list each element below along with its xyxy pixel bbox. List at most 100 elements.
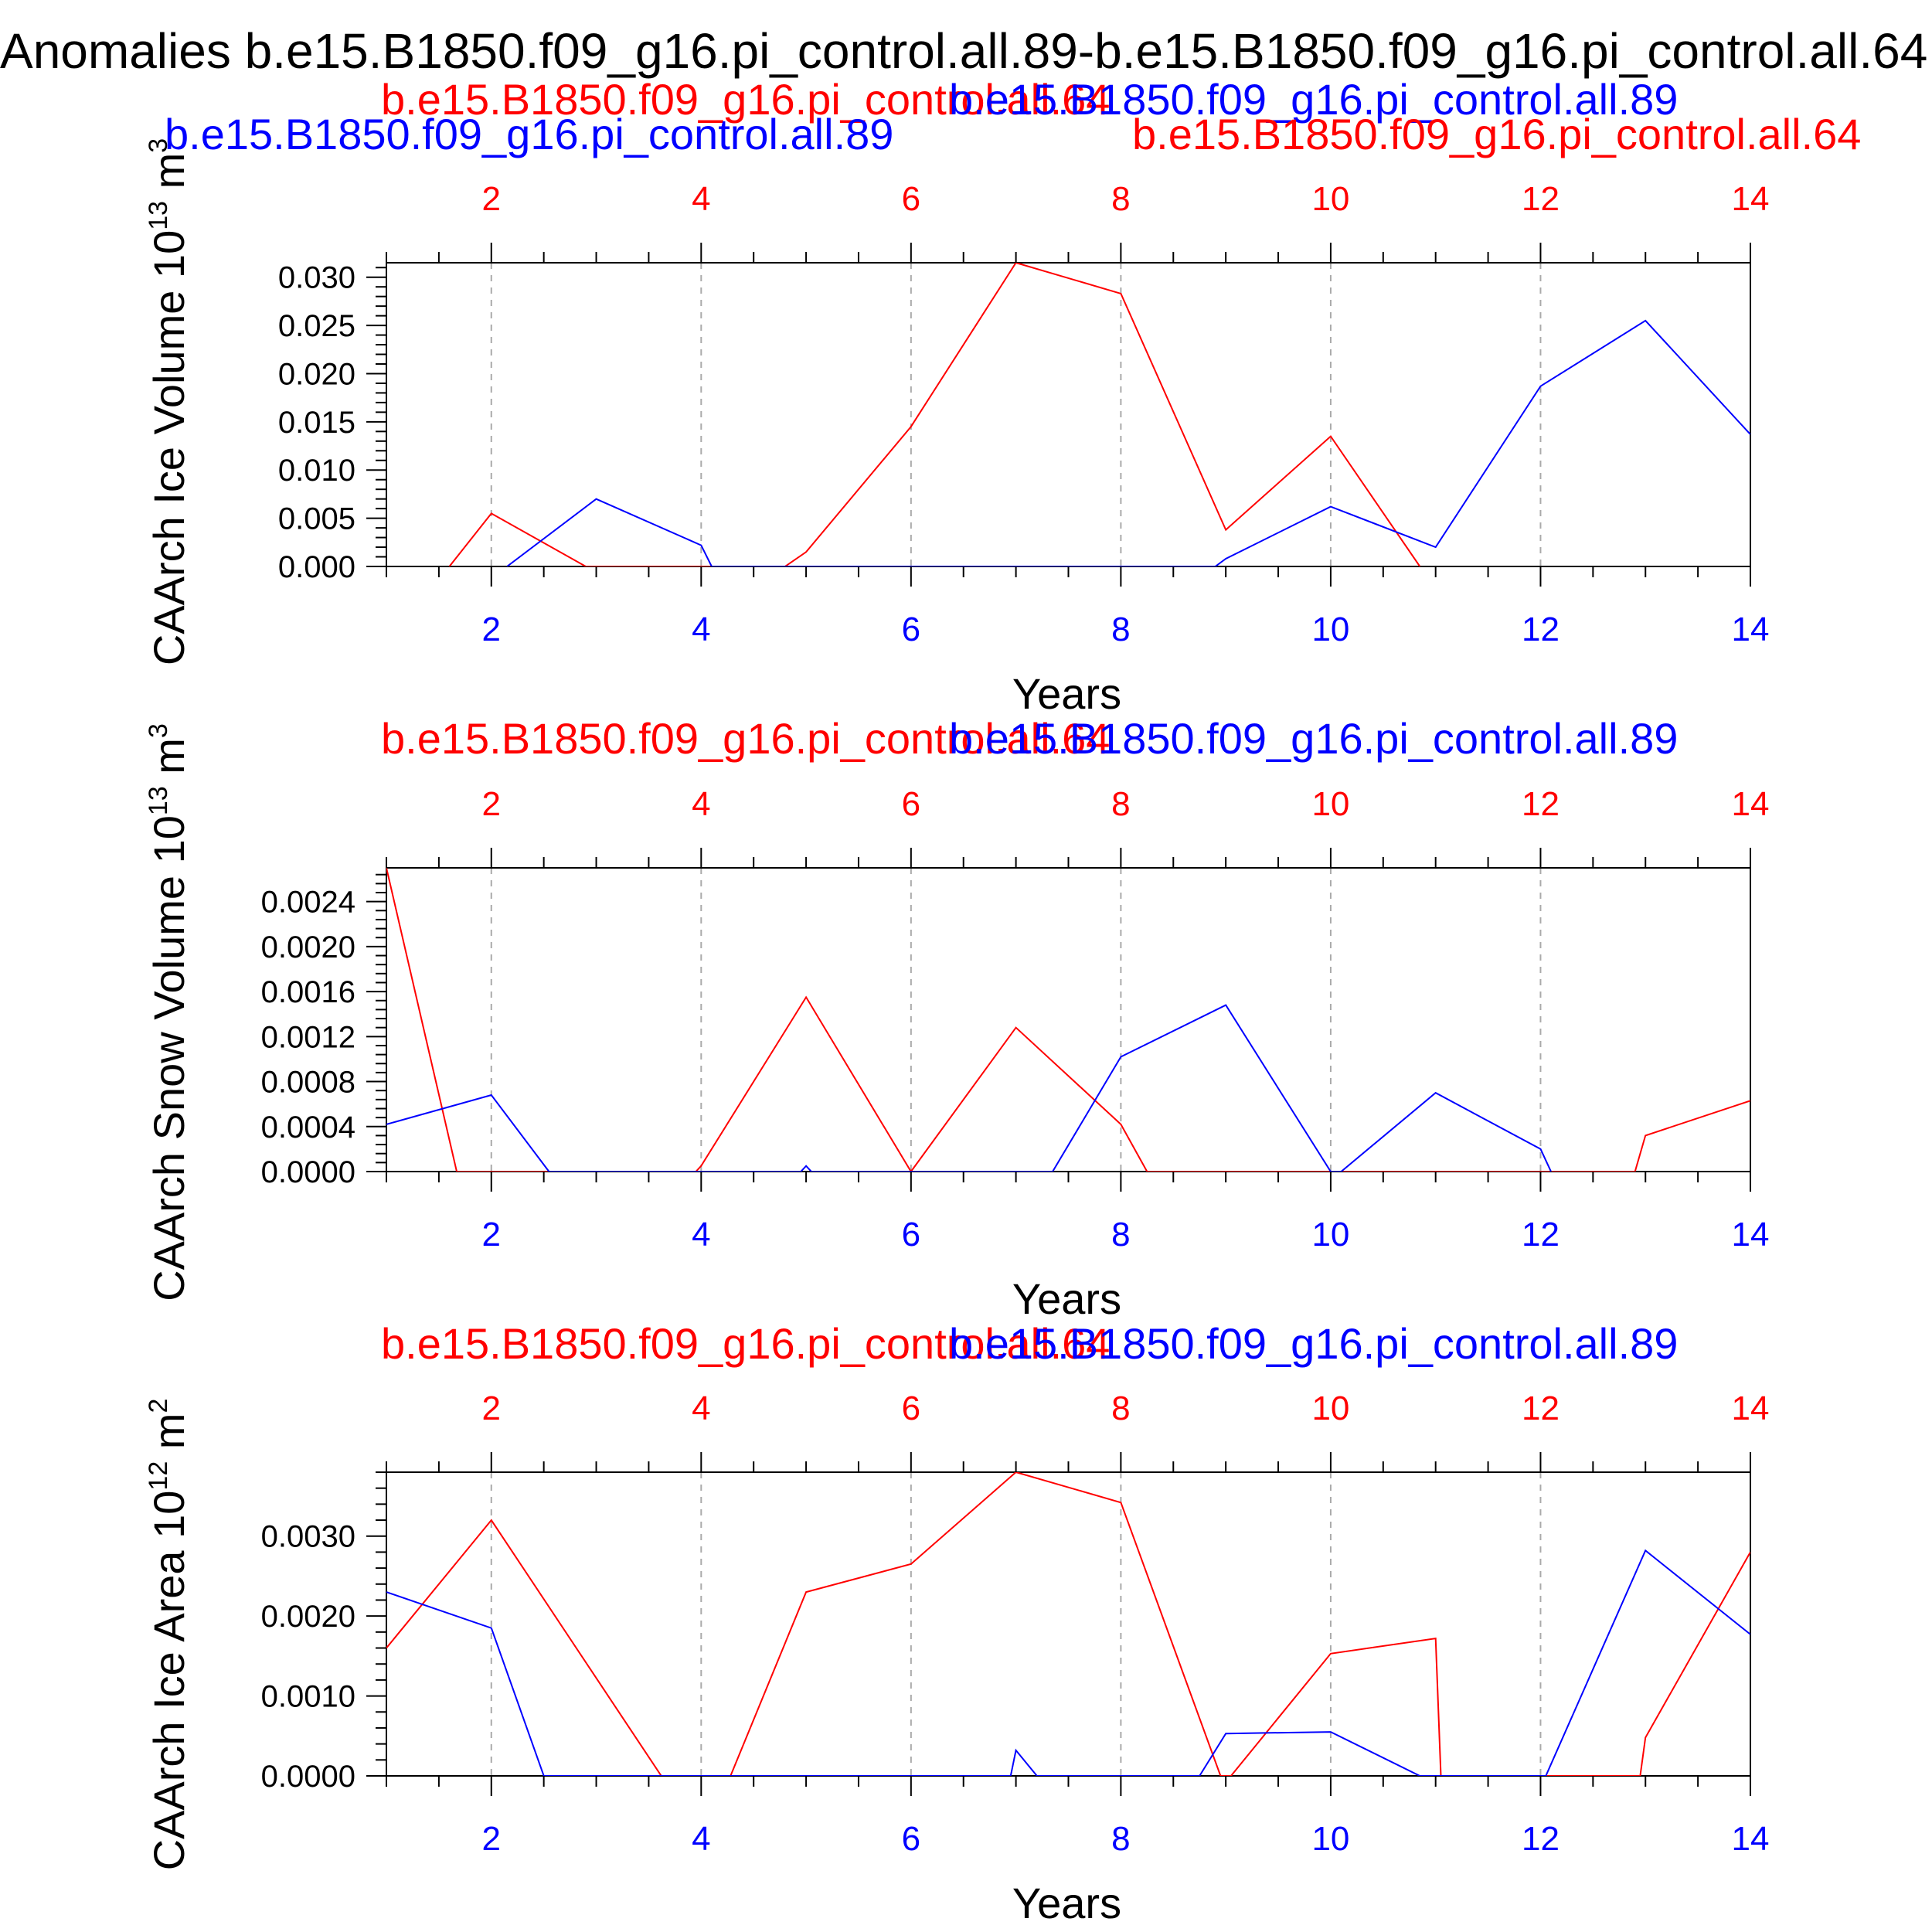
series-name-label: b.e15.B1850.f09_g16.pi_control.all.64 — [1132, 110, 1861, 158]
series-line-blue — [386, 1004, 1552, 1172]
x-tick-label-top: 12 — [1522, 1389, 1560, 1427]
panel-2: 0.0000 0.0004 0.0008 0.0012 0.0016 0.0020 0.00… — [144, 714, 1769, 1323]
series-name-label: b.e15.B1850.f09_g16.pi_control.all.89 — [949, 714, 1678, 763]
series-name-label: b.e15.B1850.f09_g16.pi_control.all.64 — [381, 1319, 1110, 1368]
panel-3: 0.0000 0.0010 0.0020 0.0030 2 2 4 4 6 6 8 8 10 10 12 12… — [144, 1319, 1769, 1927]
y-tick-label: 0.020 — [278, 357, 355, 391]
x-tick-label-bottom: 14 — [1732, 1820, 1770, 1858]
x-axis-label: Years — [1012, 669, 1121, 718]
x-tick-label-top: 6 — [902, 180, 920, 218]
x-tick-label-bottom: 4 — [692, 611, 710, 648]
x-tick-label-top: 4 — [692, 180, 710, 218]
y-tick-label: 0.0000 — [261, 1760, 355, 1794]
x-tick-label-bottom: 14 — [1732, 1216, 1770, 1253]
series-name-label: b.e15.B1850.f09_g16.pi_control.all.89 — [949, 75, 1678, 124]
x-axis-label: Years — [1012, 1274, 1121, 1323]
x-tick-label-top: 2 — [482, 1389, 501, 1427]
x-tick-label-bottom: 4 — [692, 1216, 710, 1253]
x-tick-label-bottom: 6 — [902, 611, 920, 648]
x-tick-label-bottom: 12 — [1522, 1820, 1560, 1858]
y-axis-label-part: 2 — [144, 1399, 173, 1413]
y-tick-label: 0.0016 — [261, 975, 355, 1009]
series-name-label: b.e15.B1850.f09_g16.pi_control.all.89 — [165, 110, 893, 158]
series-line-red — [448, 263, 1421, 566]
series-line-blue — [506, 319, 1750, 566]
x-tick-label-top: 10 — [1311, 180, 1349, 218]
plot-frame — [386, 262, 1751, 567]
x-tick-label-top: 12 — [1522, 785, 1560, 823]
x-tick-label-bottom: 4 — [692, 1820, 710, 1858]
x-axis-label: Years — [1012, 1879, 1121, 1927]
y-axis-label: CAArch Ice Area 1012 m2 — [144, 1399, 193, 1871]
y-tick-label: 0.0000 — [261, 1155, 355, 1189]
x-tick-label-top: 8 — [1111, 785, 1130, 823]
x-tick-label-bottom: 12 — [1522, 1216, 1560, 1253]
x-tick-label-top: 4 — [692, 785, 710, 823]
x-tick-label-top: 10 — [1311, 785, 1349, 823]
x-tick-label-bottom: 10 — [1311, 1820, 1349, 1858]
y-axis-label-part: 3 — [144, 723, 173, 738]
y-tick-label: 0.0012 — [261, 1020, 355, 1054]
x-tick-label-bottom: 2 — [482, 1216, 501, 1253]
y-tick-label: 0.015 — [278, 406, 355, 440]
x-tick-label-bottom: 12 — [1522, 611, 1560, 648]
y-tick-label: 0.0010 — [261, 1680, 355, 1714]
x-tick-label-bottom: 14 — [1732, 611, 1770, 648]
y-tick-label: 0.0020 — [261, 1600, 355, 1634]
x-tick-label-top: 2 — [482, 180, 501, 218]
series-line-red — [386, 868, 1750, 1172]
y-tick-label: 0.0008 — [261, 1066, 355, 1100]
series-line-blue — [386, 1549, 1750, 1776]
panel-1: 0.000 0.005 0.010 0.015 0.020 0.025 0.030 2 2 4 4 6… — [144, 75, 1861, 718]
x-tick-label-top: 8 — [1111, 1389, 1130, 1427]
series-name-label: b.e15.B1850.f09_g16.pi_control.all.89 — [949, 1319, 1678, 1368]
x-tick-label-bottom: 10 — [1311, 1216, 1349, 1253]
y-axis-label-part: m — [145, 153, 193, 201]
x-tick-label-bottom: 2 — [482, 1820, 501, 1858]
x-tick-label-bottom: 2 — [482, 611, 501, 648]
y-axis-label-part: 13 — [144, 786, 173, 815]
y-tick-label: 0.030 — [278, 261, 355, 295]
x-tick-label-bottom: 8 — [1111, 1820, 1130, 1858]
y-axis-label-part: CAArch Snow Volume 10 — [145, 815, 193, 1301]
x-tick-label-top: 6 — [902, 785, 920, 823]
y-axis-label-part: CAArch Ice Area 10 — [145, 1491, 193, 1871]
y-tick-label: 0.0030 — [261, 1520, 355, 1554]
y-axis-label-part: CAArch Ice Volume 10 — [145, 230, 193, 665]
y-axis-label: CAArch Snow Volume 1013 m3 — [144, 723, 193, 1301]
series-line-red — [386, 1472, 1750, 1776]
x-tick-label-top: 4 — [692, 1389, 710, 1427]
y-tick-label: 0.0024 — [261, 886, 355, 920]
x-tick-label-bottom: 8 — [1111, 1216, 1130, 1253]
x-tick-label-top: 10 — [1311, 1389, 1349, 1427]
series-name-label: b.e15.B1850.f09_g16.pi_control.all.64 — [381, 75, 1110, 124]
x-tick-label-top: 14 — [1732, 1389, 1770, 1427]
series-name-label: b.e15.B1850.f09_g16.pi_control.all.64 — [381, 714, 1110, 763]
plot-frame — [386, 1471, 1751, 1777]
x-tick-label-top: 14 — [1732, 785, 1770, 823]
y-axis-label-part: 12 — [144, 1461, 173, 1491]
y-axis-label-part: m — [145, 738, 193, 786]
x-tick-label-top: 12 — [1522, 180, 1560, 218]
x-tick-label-top: 2 — [482, 785, 501, 823]
y-tick-label: 0.005 — [278, 502, 355, 536]
x-tick-label-top: 14 — [1732, 180, 1770, 218]
x-tick-label-bottom: 6 — [902, 1216, 920, 1253]
y-axis-label: CAArch Ice Volume 1013 m3 — [144, 138, 193, 665]
x-tick-label-bottom: 6 — [902, 1820, 920, 1858]
y-axis-label-part: 13 — [144, 201, 173, 230]
x-tick-label-bottom: 8 — [1111, 611, 1130, 648]
plot-frame — [386, 867, 1751, 1172]
x-tick-label-top: 6 — [902, 1389, 920, 1427]
y-tick-label: 0.010 — [278, 454, 355, 488]
x-tick-label-top: 8 — [1111, 180, 1130, 218]
y-tick-label: 0.0004 — [261, 1111, 355, 1145]
x-tick-label-bottom: 10 — [1311, 611, 1349, 648]
y-tick-label: 0.000 — [278, 550, 355, 584]
chart-title: Anomalies b.e15.B1850.f09_g16.pi_control… — [0, 23, 1927, 79]
y-tick-label: 0.025 — [278, 309, 355, 343]
y-axis-label-part: 3 — [144, 138, 173, 153]
y-tick-label: 0.0020 — [261, 930, 355, 964]
y-axis-label-part: m — [145, 1413, 193, 1461]
